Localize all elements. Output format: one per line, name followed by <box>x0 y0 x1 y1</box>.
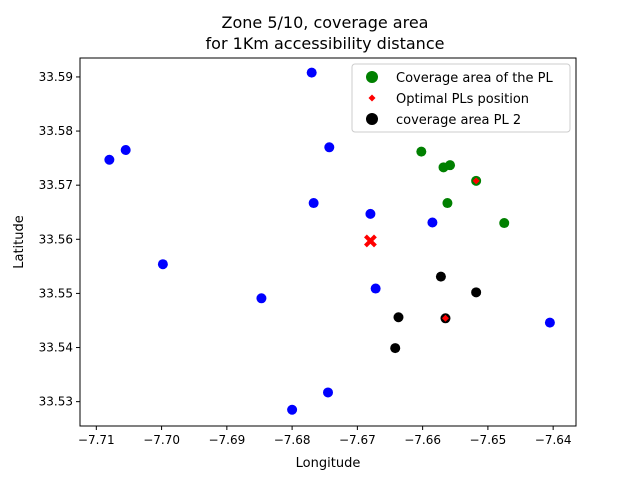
data-point <box>441 314 449 322</box>
data-point <box>416 146 427 157</box>
data-point <box>370 283 381 294</box>
y-tick-label: 33.56 <box>39 232 73 246</box>
data-point <box>472 177 480 185</box>
legend-label: Optimal PLs position <box>396 92 529 107</box>
y-axis-label: Latitude <box>12 215 27 269</box>
data-point <box>435 271 446 282</box>
data-points <box>104 67 555 415</box>
series-green <box>416 146 510 229</box>
legend: Coverage area of the PL Optimal PLs posit… <box>351 63 571 133</box>
data-point <box>364 234 377 248</box>
legend-marker <box>368 94 376 102</box>
data-point <box>308 198 319 209</box>
x-tick-label: −7.66 <box>404 433 441 447</box>
plot-frame <box>79 57 577 427</box>
series-blue <box>104 67 555 415</box>
series-black <box>390 271 482 354</box>
data-point <box>323 387 333 398</box>
y-tick-label: 33.54 <box>39 341 73 355</box>
legend-label: coverage area PL 2 <box>396 113 521 128</box>
data-point <box>120 145 131 155</box>
data-point <box>256 293 267 304</box>
legend-box <box>351 63 571 133</box>
x-axis-label: Longitude <box>296 456 361 471</box>
x-tick-label: −7.65 <box>470 433 507 447</box>
data-point <box>427 217 438 228</box>
data-point <box>393 312 404 323</box>
data-point <box>287 404 298 415</box>
data-point <box>499 218 510 229</box>
legend-item: coverage area PL 2 <box>366 113 521 128</box>
data-point <box>390 343 401 354</box>
data-point <box>324 142 335 153</box>
x-tick-label: −7.69 <box>208 433 245 447</box>
legend-marker <box>366 71 378 83</box>
data-point <box>365 208 376 219</box>
series-red-x <box>364 234 377 248</box>
data-point <box>445 160 456 171</box>
data-point <box>157 259 168 270</box>
legend-marker <box>366 113 378 125</box>
chart-title-line2: for 1Km accessibility distance <box>206 34 445 53</box>
data-point <box>442 198 453 209</box>
y-tick-label: 33.57 <box>39 178 73 192</box>
legend-label: Coverage area of the PL <box>396 71 554 86</box>
y-tick-label: 33.58 <box>39 124 73 138</box>
legend-item: Coverage area of the PL <box>366 71 554 86</box>
chart-title-line1: Zone 5/10, coverage area <box>222 13 429 32</box>
y-axis: 33.53 33.54 33.55 33.56 33.57 33.58 33.59 <box>39 70 80 409</box>
data-point <box>104 154 115 165</box>
series-red-diamond <box>441 177 480 322</box>
legend-item: Optimal PLs position <box>368 92 529 107</box>
y-tick-label: 33.55 <box>39 286 73 300</box>
data-point <box>471 287 482 298</box>
y-tick-label: 33.59 <box>39 70 73 84</box>
data-point <box>306 67 317 78</box>
x-tick-label: −7.64 <box>535 433 572 447</box>
x-tick-label: −7.71 <box>78 433 115 447</box>
x-axis: −7.71 −7.70 −7.69 −7.68 −7.67 −7.66 −7.65 −7.64 <box>78 426 572 447</box>
x-tick-label: −7.67 <box>339 433 376 447</box>
x-tick-label: −7.70 <box>143 433 180 447</box>
data-point <box>544 317 555 328</box>
x-tick-label: −7.68 <box>274 433 311 447</box>
y-tick-label: 33.53 <box>39 395 73 409</box>
